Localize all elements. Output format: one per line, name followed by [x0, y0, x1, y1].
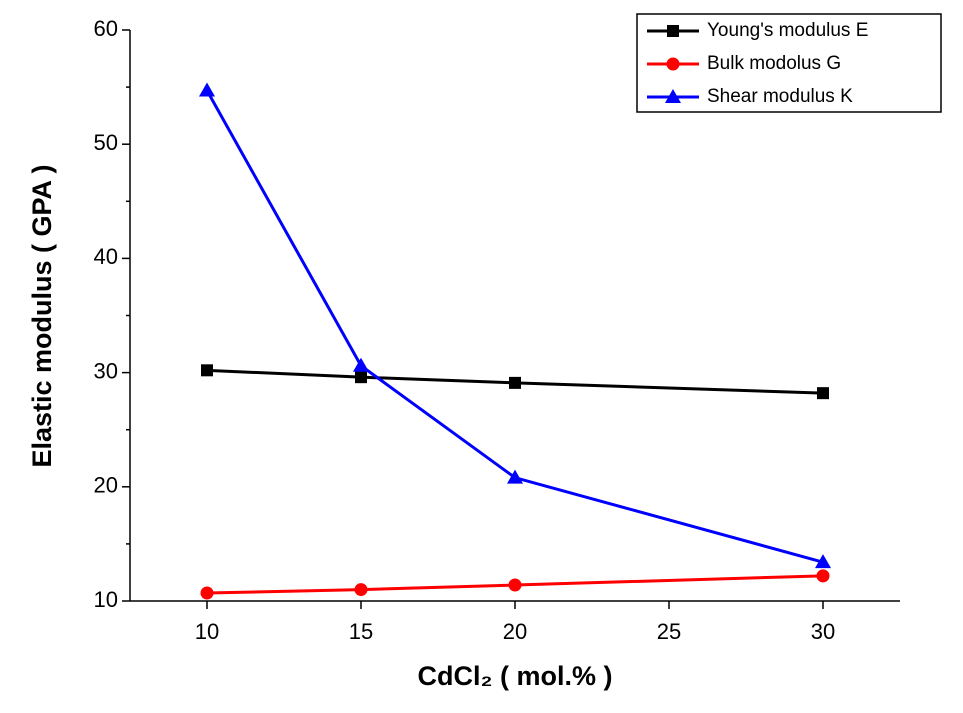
marker: [667, 25, 679, 37]
marker: [665, 89, 681, 103]
x-tick-label: 30: [811, 619, 835, 644]
legend-label: Young's modulus E: [707, 20, 868, 41]
marker: [201, 364, 213, 377]
marker: [817, 387, 829, 400]
series-line: [205, 89, 824, 564]
marker: [816, 569, 830, 583]
y-tick-label: 10: [94, 587, 118, 612]
y-tick-label: 60: [94, 16, 118, 41]
x-tick-label: 20: [503, 619, 527, 644]
marker: [509, 376, 521, 389]
marker: [199, 82, 215, 97]
x-tick-label: 15: [349, 619, 373, 644]
x-axis-label: CdCl₂ ( mol.% ): [418, 661, 613, 691]
marker: [507, 469, 523, 484]
series-line: [206, 368, 824, 395]
marker: [508, 578, 522, 592]
y-tick-label: 40: [94, 244, 118, 269]
y-tick-label: 50: [94, 130, 118, 155]
x-tick-label: 25: [657, 619, 681, 644]
marker: [200, 586, 214, 600]
legend-label: Shear modulus K: [707, 86, 853, 107]
marker: [354, 583, 368, 597]
y-tick-label: 20: [94, 473, 118, 498]
x-tick-label: 10: [195, 619, 219, 644]
marker: [353, 357, 369, 372]
legend-label: Bulk modolus G: [707, 53, 841, 74]
y-axis-label: Elastic modulus ( GPA ): [27, 164, 57, 467]
y-tick-label: 30: [94, 358, 118, 383]
marker: [666, 57, 680, 71]
series-line: [206, 574, 824, 595]
marker: [355, 371, 367, 384]
marker: [815, 554, 831, 569]
